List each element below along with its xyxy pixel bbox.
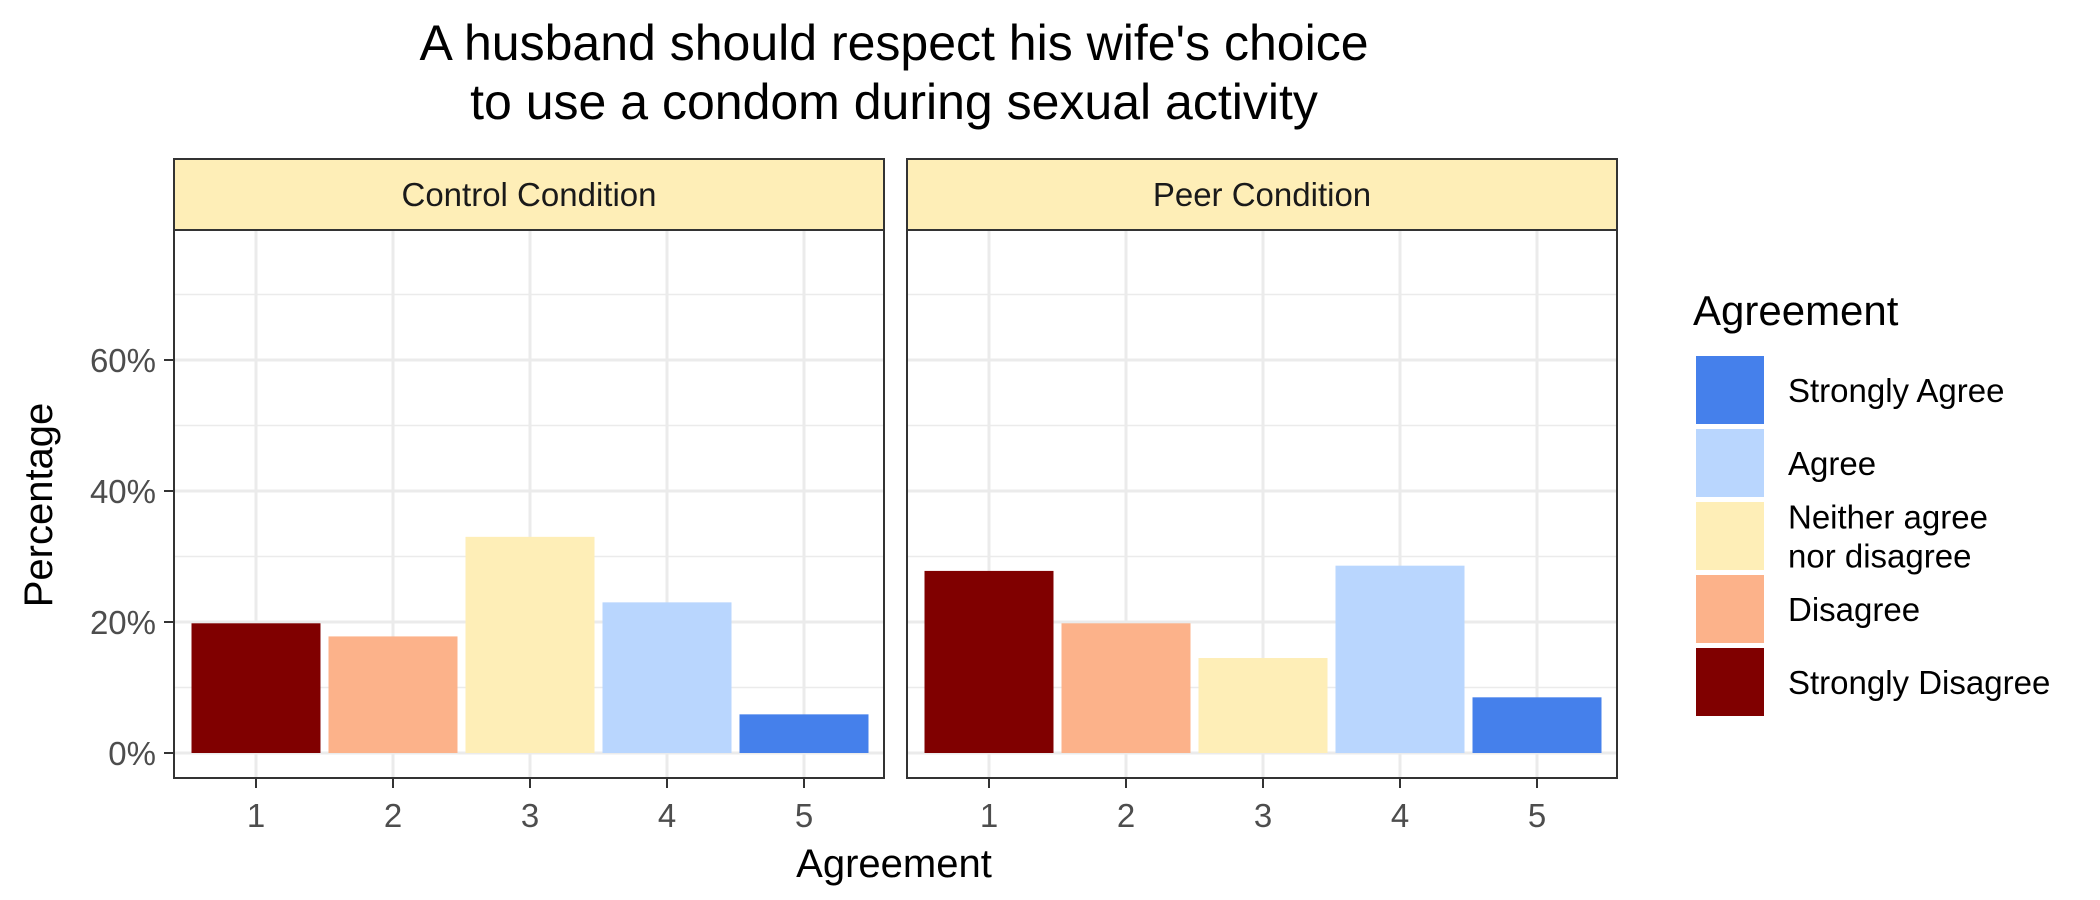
bar-1-5 (739, 714, 869, 753)
legend-key (1696, 502, 1764, 570)
legend-key (1696, 575, 1764, 643)
x-tick-label: 5 (795, 797, 813, 834)
y-axis-label: Percentage (17, 403, 61, 608)
legend-key (1696, 356, 1764, 424)
legend-label: Agree (1788, 445, 1876, 482)
bar-1-1 (191, 623, 321, 753)
x-tick-label: 3 (521, 797, 539, 834)
chart-title-line-2: to use a condom during sexual activity (470, 74, 1318, 130)
bar-2-1 (924, 570, 1054, 753)
legend-key (1696, 429, 1764, 497)
bar-2-5 (1472, 697, 1602, 753)
y-tick-label: 60% (90, 342, 156, 379)
x-tick-label: 5 (1528, 797, 1546, 834)
x-tick-label: 1 (980, 797, 998, 834)
legend-label: Strongly Agree (1788, 372, 2004, 409)
bar-1-2 (328, 636, 458, 753)
bar-2-4 (1335, 565, 1465, 753)
y-tick-label: 20% (90, 604, 156, 641)
facet-strip-label: Control Condition (402, 176, 657, 213)
legend-key (1696, 648, 1764, 716)
legend-item: Agree (1696, 429, 1876, 497)
bar-2-2 (1061, 623, 1191, 753)
x-tick-label: 2 (384, 797, 402, 834)
legend-item: Strongly Agree (1696, 356, 2004, 424)
facet-strip-label: Peer Condition (1153, 176, 1371, 213)
chart-title: A husband should respect his wife's choi… (420, 15, 1369, 130)
facet-strip (906, 158, 1618, 231)
legend-item: Disagree (1696, 575, 1920, 643)
legend: Agreement Strongly Agree Agree Neither agre… (1693, 287, 2050, 716)
legend-item: Strongly Disagree (1696, 648, 2050, 716)
facet-strip (173, 158, 885, 231)
panel-2: Peer Condition 1 2 3 4 5 (906, 158, 1618, 834)
y-tick-label: 0% (108, 735, 156, 772)
panel-1: Control Condition 1 2 3 4 5 (173, 158, 885, 834)
legend-title: Agreement (1693, 287, 1899, 334)
legend-label: Disagree (1788, 591, 1920, 628)
x-tick-label: 1 (247, 797, 265, 834)
x-tick-label: 2 (1117, 797, 1135, 834)
facet-panels: Control Condition 1 2 3 4 5 Peer Condition 1 2 3 4… (173, 158, 1618, 834)
bar-1-3 (465, 536, 595, 753)
y-tick-label: 40% (90, 473, 156, 510)
bar-2-3 (1198, 658, 1328, 753)
x-tick-label: 3 (1254, 797, 1272, 834)
bar-1-4 (602, 602, 732, 753)
legend-item: Neither agree nor disagree (1696, 499, 1988, 575)
legend-label: Strongly Disagree (1788, 664, 2050, 701)
x-axis-label: Agreement (796, 842, 992, 886)
x-tick-label: 4 (1391, 797, 1409, 834)
chart-title-line-1: A husband should respect his wife's choi… (420, 15, 1369, 71)
y-axis: 0% 20% 40% 60% (90, 342, 174, 772)
legend-label: Neither agree nor disagree (1788, 499, 1988, 575)
x-tick-label: 4 (658, 797, 676, 834)
